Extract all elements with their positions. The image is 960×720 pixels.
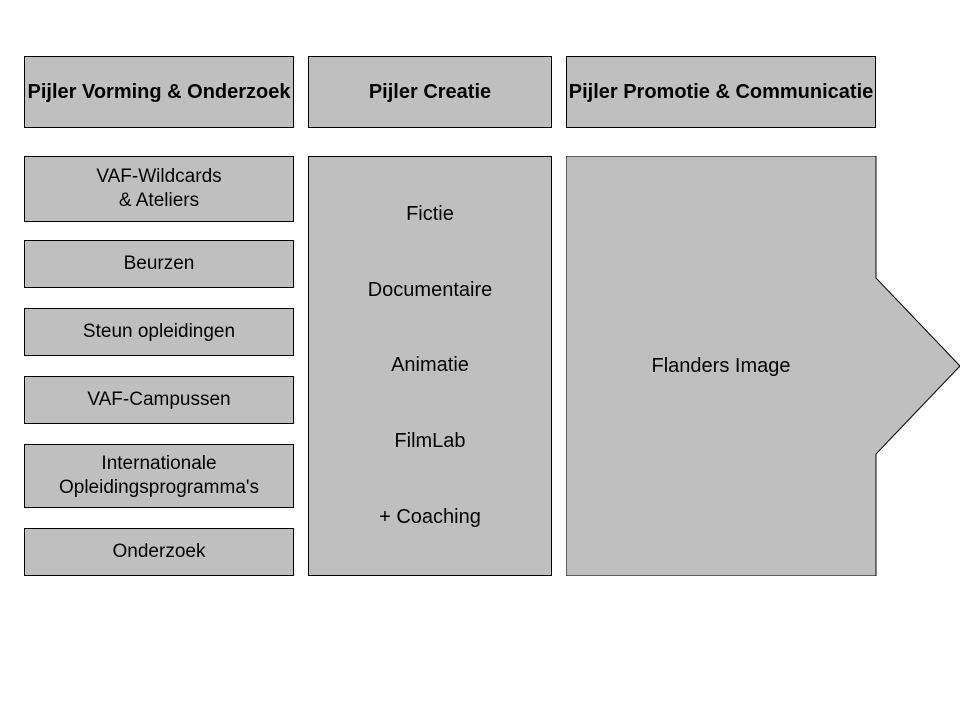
col2-list-2: Animatie bbox=[391, 353, 469, 378]
col3-body-label-wrap: Flanders Image bbox=[566, 156, 876, 576]
header-col1-label: Pijler Vorming & Onderzoek bbox=[27, 80, 290, 105]
col1-item-3-label: VAF-Campussen bbox=[87, 388, 230, 412]
col2-list-4: + Coaching bbox=[379, 505, 481, 530]
col2-list-3: FilmLab bbox=[394, 429, 465, 454]
header-col3: Pijler Promotie & Communicatie bbox=[566, 56, 876, 128]
col3-body-label: Flanders Image bbox=[652, 355, 791, 378]
col2-list-0: Fictie bbox=[406, 202, 454, 227]
col1-item-4: Internationale Opleidingsprogramma's bbox=[24, 444, 294, 508]
diagram-canvas: Pijler Vorming & Onderzoek Pijler Creati… bbox=[0, 0, 960, 720]
col1-item-1: Beurzen bbox=[24, 240, 294, 288]
header-col3-label: Pijler Promotie & Communicatie bbox=[569, 80, 874, 105]
header-col2: Pijler Creatie bbox=[308, 56, 552, 128]
col1-item-0-label: VAF-Wildcards & Ateliers bbox=[96, 165, 221, 213]
col1-item-5-label: Onderzoek bbox=[113, 540, 206, 564]
col1-item-4-label: Internationale Opleidingsprogramma's bbox=[25, 452, 293, 500]
col1-item-2: Steun opleidingen bbox=[24, 308, 294, 356]
col1-item-0: VAF-Wildcards & Ateliers bbox=[24, 156, 294, 222]
col1-item-2-label: Steun opleidingen bbox=[83, 320, 235, 344]
col1-item-1-label: Beurzen bbox=[124, 252, 195, 276]
col1-item-5: Onderzoek bbox=[24, 528, 294, 576]
col2-body: Fictie Documentaire Animatie FilmLab + C… bbox=[308, 156, 552, 576]
col1-item-3: VAF-Campussen bbox=[24, 376, 294, 424]
col2-list-1: Documentaire bbox=[368, 278, 493, 303]
header-col2-label: Pijler Creatie bbox=[369, 80, 491, 105]
header-col1: Pijler Vorming & Onderzoek bbox=[24, 56, 294, 128]
